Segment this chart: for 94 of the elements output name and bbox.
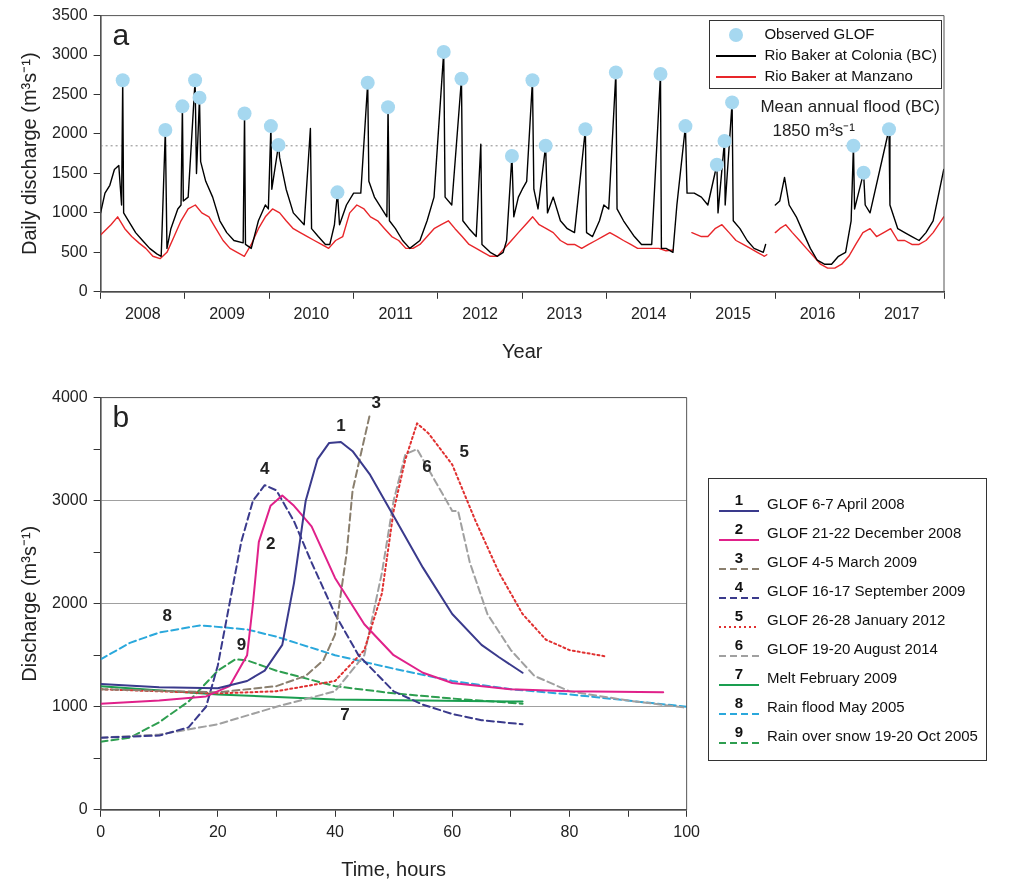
legend-label: Melt February 2009 — [767, 669, 898, 686]
annotation: 1 — [336, 415, 346, 435]
annotation: 9 — [236, 635, 247, 655]
legend-label: Rain over snow 19-20 Oct 2005 — [767, 727, 978, 744]
point — [578, 122, 593, 137]
legend-label: Rio Baker at Manzano — [764, 67, 913, 84]
point — [882, 122, 897, 137]
x-tick-label: 2012 — [462, 304, 499, 322]
y-tick-label: 0 — [78, 282, 88, 300]
text: 9 — [734, 722, 744, 740]
legend-label: GLOF 4-5 March 2009 — [767, 553, 918, 570]
x-tick-label: 2015 — [715, 304, 751, 322]
text: 3 — [734, 548, 744, 566]
point — [717, 134, 732, 149]
x-tick-label: 2011 — [378, 304, 413, 322]
point — [330, 185, 345, 200]
annotation: 8 — [162, 606, 172, 626]
annotation: b — [112, 399, 130, 433]
annotation: 2 — [266, 533, 276, 553]
point — [158, 123, 173, 138]
point — [175, 99, 190, 114]
y-tick-label: 1000 — [52, 697, 88, 715]
x-tick-label: 2010 — [293, 304, 330, 322]
x-tick-label: 20 — [208, 822, 227, 840]
point — [381, 100, 396, 115]
annotation: 7 — [340, 705, 350, 725]
point — [192, 90, 207, 105]
y-tick-label: 1500 — [52, 163, 88, 181]
legend-label: GLOF 21-22 December 2008 — [767, 524, 962, 541]
line-series — [100, 624, 687, 708]
legend-label: GLOF 26-28 January 2012 — [767, 611, 946, 628]
point — [525, 73, 540, 88]
text: 8 — [734, 693, 744, 711]
legend-label: GLOF 6-7 April 2008 — [767, 495, 905, 512]
y-axis-title: Discharge (m³s⁻¹) — [17, 525, 40, 682]
x-tick-label: 60 — [443, 822, 462, 840]
legend-label: Rio Baker at Colonia (BC) — [764, 46, 937, 63]
point — [454, 71, 469, 86]
y-tick-label: 2000 — [52, 124, 88, 142]
annotation: 6 — [422, 456, 432, 476]
y-axis-title: Daily discharge (m³s⁻¹) — [17, 52, 40, 255]
x-tick-label: 2014 — [630, 304, 667, 322]
legend-label: GLOF 19-20 August 2014 — [767, 640, 938, 657]
point — [538, 138, 553, 153]
y-tick-label: 3500 — [52, 6, 88, 24]
x-tick-label: 100 — [673, 822, 701, 840]
x-tick-label: 2008 — [124, 304, 161, 322]
legend-label: Observed GLOF — [764, 25, 875, 42]
annotation: 5 — [459, 442, 469, 462]
x-tick-label: 0 — [96, 822, 106, 840]
text: 5 — [734, 606, 744, 624]
point — [725, 95, 740, 110]
point — [188, 73, 203, 88]
x-tick-label: 2009 — [209, 304, 245, 322]
point — [237, 106, 252, 121]
annotation: 4 — [259, 458, 270, 478]
line-series — [100, 658, 524, 743]
point — [115, 73, 130, 88]
text: 6 — [734, 635, 744, 653]
legend-label: GLOF 16-17 September 2009 — [767, 582, 966, 599]
point — [271, 138, 286, 153]
x-tick-label: 2017 — [883, 304, 920, 322]
text: 2 — [734, 519, 744, 537]
y-tick-label: 2000 — [52, 594, 88, 612]
point — [709, 157, 724, 172]
x-tick-label: 2013 — [546, 304, 583, 322]
annotation: a — [112, 17, 130, 51]
y-tick-label: 3000 — [52, 45, 88, 63]
y-tick-label: 0 — [78, 800, 88, 818]
legend-label: Rain flood May 2005 — [767, 698, 905, 715]
point — [678, 119, 693, 134]
point — [856, 165, 871, 180]
point — [846, 138, 861, 153]
annotation: 3 — [371, 392, 381, 412]
point — [263, 119, 278, 134]
text: 1 — [734, 490, 744, 508]
point — [504, 149, 519, 164]
y-tick-label: 1000 — [52, 203, 88, 221]
y-tick-label: 500 — [60, 242, 88, 260]
x-tick-label: 2016 — [799, 304, 836, 322]
x-axis-title: Year — [502, 339, 543, 362]
text: 7 — [734, 664, 744, 682]
x-tick-label: 80 — [560, 822, 579, 840]
y-tick-label: 3000 — [52, 491, 88, 509]
ref-line-label: Mean annual flood (BC) 1850 m³s⁻¹ — [760, 97, 940, 140]
y-tick-label: 2500 — [52, 84, 88, 102]
x-tick-label: 40 — [326, 822, 345, 840]
y-tick-label: 4000 — [52, 388, 88, 406]
text: 4 — [734, 577, 744, 595]
point — [436, 44, 451, 59]
point — [653, 67, 668, 81]
point — [608, 65, 623, 80]
x-axis-title: Time, hours — [341, 857, 447, 880]
point — [360, 75, 375, 90]
